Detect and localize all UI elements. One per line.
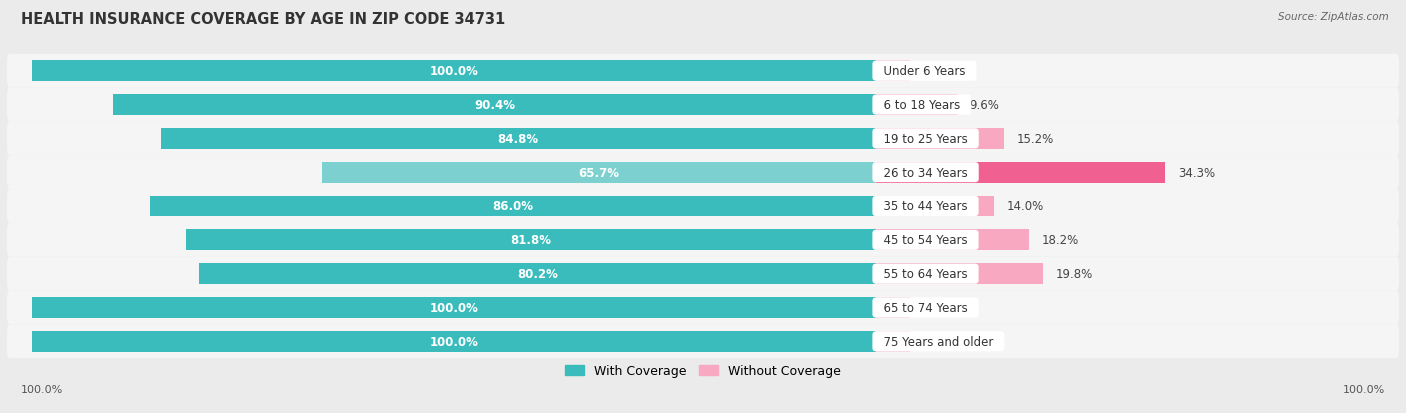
- Text: 19 to 25 Years: 19 to 25 Years: [876, 133, 976, 145]
- Bar: [322, 162, 876, 183]
- Text: 0.0%: 0.0%: [922, 301, 952, 314]
- Text: 19.8%: 19.8%: [1056, 268, 1092, 280]
- Bar: [32, 297, 876, 318]
- Text: 80.2%: 80.2%: [517, 268, 558, 280]
- FancyBboxPatch shape: [7, 325, 1399, 358]
- Bar: [876, 196, 994, 217]
- Text: 75 Years and older: 75 Years and older: [876, 335, 1001, 348]
- FancyBboxPatch shape: [7, 88, 1399, 122]
- Bar: [876, 230, 1029, 251]
- Text: 15.2%: 15.2%: [1017, 133, 1054, 145]
- Text: 65.7%: 65.7%: [578, 166, 619, 179]
- Text: Source: ZipAtlas.com: Source: ZipAtlas.com: [1278, 12, 1389, 22]
- Text: 0.0%: 0.0%: [922, 335, 952, 348]
- Text: 55 to 64 Years: 55 to 64 Years: [876, 268, 976, 280]
- FancyBboxPatch shape: [7, 190, 1399, 223]
- Bar: [200, 263, 876, 285]
- Text: 100.0%: 100.0%: [430, 65, 478, 78]
- Text: 100.0%: 100.0%: [430, 335, 478, 348]
- Text: 81.8%: 81.8%: [510, 234, 551, 247]
- Text: 86.0%: 86.0%: [492, 200, 534, 213]
- Text: HEALTH INSURANCE COVERAGE BY AGE IN ZIP CODE 34731: HEALTH INSURANCE COVERAGE BY AGE IN ZIP …: [21, 12, 505, 27]
- Bar: [876, 162, 1166, 183]
- Text: 35 to 44 Years: 35 to 44 Years: [876, 200, 976, 213]
- FancyBboxPatch shape: [7, 122, 1399, 156]
- Bar: [876, 297, 910, 318]
- Text: 84.8%: 84.8%: [498, 133, 538, 145]
- Bar: [150, 196, 876, 217]
- FancyBboxPatch shape: [7, 55, 1399, 88]
- Text: 0.0%: 0.0%: [922, 65, 952, 78]
- Bar: [876, 61, 910, 82]
- Bar: [32, 61, 876, 82]
- Bar: [160, 128, 876, 150]
- Text: 100.0%: 100.0%: [1343, 385, 1385, 394]
- Bar: [876, 263, 1043, 285]
- Text: 100.0%: 100.0%: [21, 385, 63, 394]
- Bar: [876, 95, 957, 116]
- Text: 65 to 74 Years: 65 to 74 Years: [876, 301, 976, 314]
- FancyBboxPatch shape: [7, 257, 1399, 291]
- Text: 6 to 18 Years: 6 to 18 Years: [876, 99, 967, 112]
- Text: 34.3%: 34.3%: [1178, 166, 1215, 179]
- FancyBboxPatch shape: [7, 223, 1399, 257]
- Text: Under 6 Years: Under 6 Years: [876, 65, 973, 78]
- Text: 90.4%: 90.4%: [474, 99, 515, 112]
- Text: 18.2%: 18.2%: [1042, 234, 1080, 247]
- Bar: [876, 128, 1004, 150]
- Text: 100.0%: 100.0%: [430, 301, 478, 314]
- Text: 14.0%: 14.0%: [1007, 200, 1043, 213]
- Bar: [32, 331, 876, 352]
- Bar: [876, 331, 910, 352]
- Text: 9.6%: 9.6%: [970, 99, 1000, 112]
- Legend: With Coverage, Without Coverage: With Coverage, Without Coverage: [561, 359, 845, 382]
- Bar: [114, 95, 876, 116]
- Bar: [186, 230, 876, 251]
- Text: 26 to 34 Years: 26 to 34 Years: [876, 166, 976, 179]
- FancyBboxPatch shape: [7, 291, 1399, 325]
- Text: 45 to 54 Years: 45 to 54 Years: [876, 234, 976, 247]
- FancyBboxPatch shape: [7, 156, 1399, 190]
